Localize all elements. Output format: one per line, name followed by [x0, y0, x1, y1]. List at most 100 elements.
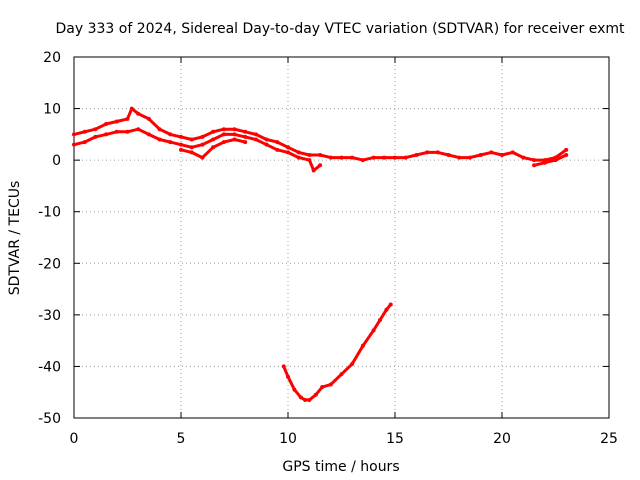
data-point	[384, 307, 389, 312]
data-point	[82, 140, 87, 145]
data-point	[200, 134, 205, 139]
data-point	[378, 318, 383, 323]
data-point	[253, 132, 258, 137]
data-point	[478, 152, 483, 157]
data-point	[275, 147, 280, 152]
y-tick-label: -40	[38, 359, 61, 375]
data-point	[371, 328, 376, 333]
data-point	[446, 152, 451, 157]
data-point	[221, 132, 226, 137]
data-point	[179, 147, 183, 152]
data-point	[146, 132, 151, 137]
data-point	[350, 155, 355, 160]
data-point	[286, 374, 290, 379]
data-point	[104, 132, 109, 137]
data-point	[307, 158, 312, 163]
data-point	[275, 140, 280, 145]
data-point	[307, 397, 312, 402]
data-point	[232, 137, 237, 142]
data-point	[360, 343, 365, 348]
data-point	[489, 150, 494, 155]
series-layer	[72, 106, 569, 402]
data-point	[339, 155, 344, 160]
y-tick-label: -20	[38, 256, 61, 272]
data-point	[414, 152, 419, 157]
data-point	[221, 127, 226, 132]
data-point	[93, 127, 98, 132]
data-point	[72, 142, 76, 147]
data-point	[328, 382, 333, 387]
data-point	[339, 372, 344, 377]
data-point	[93, 134, 98, 139]
data-point	[457, 155, 462, 160]
chart-title: Day 333 of 2024, Sidereal Day-to-day VTE…	[56, 21, 626, 37]
x-tick-label: 10	[279, 431, 297, 447]
x-tick-label: 0	[70, 431, 79, 447]
data-point	[200, 142, 205, 147]
data-point	[104, 122, 109, 127]
data-point	[157, 137, 162, 142]
data-point	[564, 147, 569, 152]
data-point	[425, 150, 430, 155]
data-point	[179, 134, 183, 139]
data-point	[532, 163, 537, 168]
data-point	[510, 150, 515, 155]
data-point	[232, 127, 237, 132]
grid-layer	[74, 57, 609, 418]
data-point	[157, 127, 162, 132]
data-point	[350, 361, 355, 366]
data-point	[281, 364, 286, 369]
data-point	[296, 150, 301, 155]
data-point	[211, 137, 216, 142]
data-point	[298, 395, 303, 400]
data-point	[318, 152, 323, 157]
series-line-track-d	[532, 153, 568, 167]
data-point	[200, 155, 205, 160]
data-point	[189, 145, 194, 150]
x-tick-labels: 0 5 10 15 20 25	[70, 431, 618, 447]
data-point	[168, 140, 173, 145]
x-tick-label: 15	[386, 431, 404, 447]
data-point	[328, 155, 333, 160]
data-point	[403, 155, 408, 160]
y-axis-title: SDTVAR / TECUs	[7, 181, 23, 296]
data-point	[360, 158, 365, 163]
data-point	[467, 155, 472, 160]
x-tick-label: 5	[177, 431, 186, 447]
data-point	[189, 137, 194, 142]
data-point	[286, 145, 290, 150]
data-point	[292, 387, 297, 392]
data-point	[307, 152, 312, 157]
y-tick-label: -10	[38, 205, 61, 221]
data-point	[542, 160, 547, 165]
data-point	[221, 140, 226, 145]
data-point	[320, 385, 325, 390]
data-point	[532, 158, 537, 163]
data-point	[82, 129, 87, 134]
data-point	[264, 142, 269, 147]
data-point	[146, 116, 151, 121]
data-point	[129, 106, 134, 111]
data-point	[393, 155, 397, 160]
data-point	[168, 132, 173, 137]
y-tick-label: -50	[38, 411, 61, 427]
x-axis-title: GPS time / hours	[282, 459, 399, 475]
data-point	[211, 129, 216, 134]
data-point	[382, 155, 387, 160]
x-tick-label: 25	[600, 431, 618, 447]
data-point	[318, 163, 323, 168]
data-point	[114, 129, 119, 134]
data-point	[311, 168, 316, 173]
y-tick-label: 20	[43, 50, 61, 66]
data-point	[564, 152, 569, 157]
data-point	[72, 132, 76, 137]
series-line-track-b	[72, 127, 322, 172]
data-point	[189, 150, 194, 155]
data-point	[521, 155, 526, 160]
data-point	[136, 111, 141, 116]
data-point	[286, 150, 290, 155]
data-point	[179, 142, 183, 147]
data-point	[264, 137, 269, 142]
data-point	[243, 129, 248, 134]
